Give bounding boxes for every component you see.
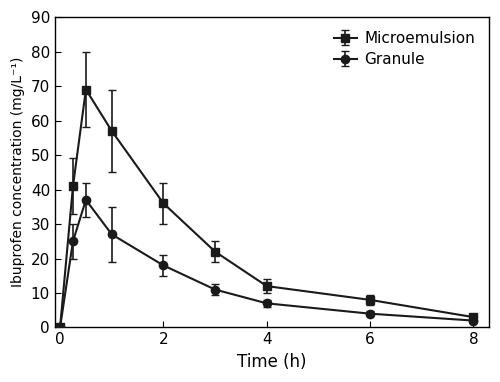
X-axis label: Time (h): Time (h) xyxy=(237,353,306,371)
Legend: Microemulsion, Granule: Microemulsion, Granule xyxy=(328,25,481,73)
Y-axis label: Ibuprofen concentration (mg/L⁻¹): Ibuprofen concentration (mg/L⁻¹) xyxy=(11,57,25,288)
